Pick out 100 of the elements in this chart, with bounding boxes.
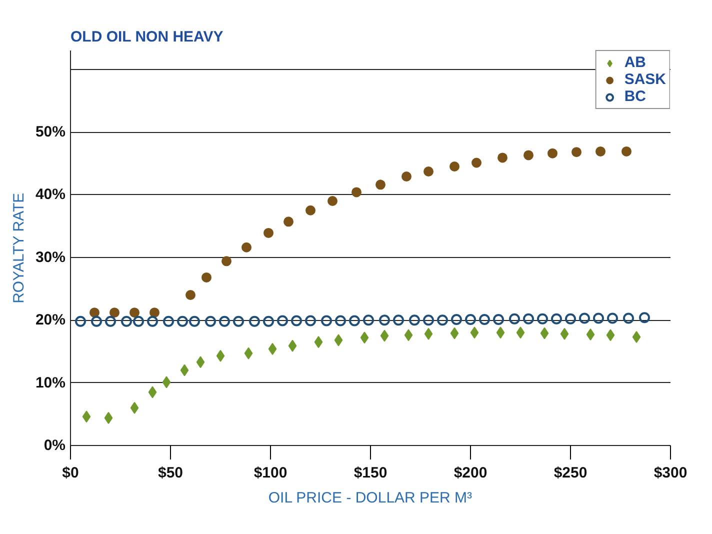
point: [314, 336, 323, 348]
point: [242, 242, 252, 252]
point: [376, 180, 386, 190]
point: [537, 313, 548, 324]
point: [222, 256, 232, 266]
x-tick-label: $100: [254, 464, 288, 482]
point: [551, 313, 562, 324]
point: [465, 314, 476, 325]
point: [148, 386, 157, 398]
point: [263, 316, 274, 327]
point: [437, 314, 448, 326]
point: [147, 316, 158, 327]
point: [277, 315, 288, 326]
x-axis-title: OIL PRICE - DOLLAR PER M³: [268, 490, 472, 506]
y-tick-label: 30%: [35, 248, 66, 266]
point: [150, 308, 160, 318]
legend-label: AB: [624, 54, 646, 71]
point: [496, 326, 505, 339]
x-tick-label: $150: [354, 464, 388, 482]
point: [163, 316, 174, 327]
point: [560, 328, 569, 340]
x-tick-label: $300: [654, 464, 688, 482]
point: [540, 327, 549, 340]
point: [498, 152, 508, 163]
point: [91, 316, 102, 327]
point: [424, 328, 433, 340]
x-tick-label: $250: [554, 464, 588, 482]
point: [479, 314, 490, 325]
y-tick-label: 50%: [35, 124, 66, 141]
point: [121, 316, 132, 327]
point: [472, 158, 482, 168]
point: [202, 272, 212, 282]
point: [632, 331, 641, 344]
point: [607, 312, 618, 324]
point: [196, 356, 205, 368]
legend-label: SASK: [624, 71, 666, 88]
point: [90, 308, 100, 318]
y-tick-label: 0%: [44, 437, 66, 454]
point: [379, 314, 390, 326]
point: [264, 228, 274, 238]
point: [572, 147, 582, 158]
point: [177, 316, 188, 327]
point: [186, 290, 196, 300]
point: [291, 315, 302, 326]
y-tick-label: 20%: [35, 312, 66, 329]
y-tick-label: 40%: [35, 186, 66, 204]
point: [305, 315, 316, 326]
point: [328, 196, 338, 206]
point: [402, 172, 412, 182]
point: [130, 308, 140, 318]
point: [321, 315, 332, 326]
point: [393, 314, 404, 326]
point: [593, 312, 604, 324]
x-tick-label: $200: [454, 464, 488, 482]
point: [133, 316, 144, 327]
point: [548, 148, 558, 158]
point: [104, 412, 113, 424]
point: [349, 315, 360, 326]
point: [579, 312, 590, 324]
x-tick-label: $50: [158, 464, 184, 482]
point: [162, 376, 171, 388]
point: [451, 314, 462, 325]
point: [244, 347, 253, 360]
point: [523, 313, 534, 324]
point: [509, 313, 520, 324]
point: [335, 315, 346, 326]
point: [334, 334, 343, 346]
point: [360, 332, 369, 344]
point: [130, 402, 139, 414]
point: [450, 162, 460, 172]
point: [110, 308, 120, 318]
point: [586, 328, 595, 341]
y-tick-label: 10%: [35, 374, 66, 392]
point: [249, 316, 260, 327]
point: [216, 350, 225, 362]
point: [450, 327, 459, 340]
point: [288, 340, 297, 352]
point: [516, 326, 525, 339]
point: [380, 330, 389, 342]
point: [409, 314, 420, 326]
point: [268, 342, 277, 355]
point: [352, 187, 362, 198]
point: [404, 329, 413, 342]
point: [180, 364, 189, 376]
point: [205, 316, 216, 327]
point: [639, 312, 650, 324]
point: [306, 205, 316, 216]
point: [75, 316, 86, 327]
point: [565, 313, 576, 324]
point: [233, 316, 244, 327]
point: [105, 316, 116, 327]
point: [363, 314, 374, 326]
point: [189, 316, 200, 327]
point: [623, 312, 634, 324]
point: [606, 329, 615, 342]
chart-title: OLD OIL NON HEAVY: [70, 28, 224, 46]
point: [219, 316, 230, 327]
point: [622, 146, 632, 156]
point: [493, 314, 504, 325]
x-tick-label: $0: [62, 464, 79, 482]
